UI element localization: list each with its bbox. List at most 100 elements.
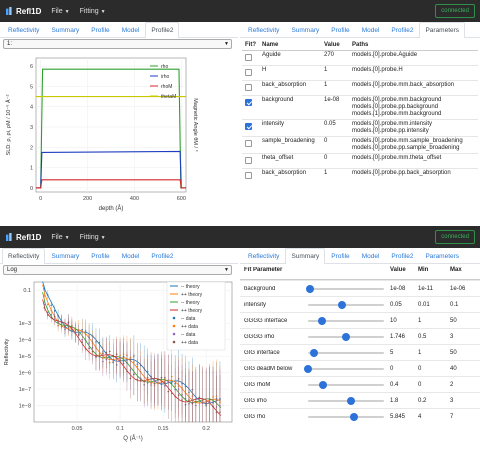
tab-profile2[interactable]: Profile2 — [151, 253, 174, 260]
slider-track[interactable] — [308, 319, 384, 322]
brand[interactable]: Refl1D — [6, 7, 41, 16]
y-tick-label: 5 — [30, 84, 33, 90]
slider-track[interactable] — [308, 399, 384, 402]
fit-checkbox[interactable] — [245, 172, 252, 179]
brand[interactable]: Refl1D — [6, 233, 41, 242]
parameter-slider[interactable] — [306, 284, 386, 294]
table-header-row: Fit? Name Value Paths — [242, 40, 478, 51]
slider-thumb[interactable] — [317, 316, 326, 325]
param-value: 0 — [321, 136, 349, 154]
fit-checkbox[interactable] — [245, 157, 252, 164]
fitting-menu[interactable]: Fitting ▼ — [80, 8, 106, 15]
tab-model[interactable]: Model — [361, 253, 380, 260]
param-name: intensity — [259, 119, 321, 137]
tab-summary[interactable]: Summary — [51, 253, 80, 260]
slider-thumb[interactable] — [304, 364, 312, 373]
col-fit: Fit? — [242, 40, 259, 51]
tab-profile[interactable]: Profile — [91, 27, 110, 34]
param-value: 1 — [321, 80, 349, 96]
tab-model[interactable]: Model — [121, 253, 140, 260]
slider-thumb[interactable] — [350, 412, 359, 421]
tab-reflectivity[interactable]: Reflectivity — [248, 27, 280, 34]
tab-profile[interactable]: Profile — [331, 27, 350, 34]
fit-checkbox[interactable] — [245, 54, 252, 61]
tab-profile2[interactable]: Profile2 — [391, 253, 414, 260]
slider-track[interactable] — [308, 351, 384, 354]
slider-thumb[interactable] — [310, 348, 319, 357]
slider-thumb[interactable] — [342, 332, 350, 341]
fit-cell — [242, 50, 259, 66]
parameter-slider[interactable] — [306, 332, 386, 342]
summary-row: GIG interface 5 1 50 — [240, 344, 480, 360]
slider-thumb[interactable] — [347, 396, 356, 405]
scale-select[interactable]: Log ▼ — [3, 265, 232, 275]
data-point — [177, 394, 180, 397]
parameter-min: 0 — [418, 381, 422, 388]
tab-summary[interactable]: Summary — [285, 248, 326, 264]
data-point — [153, 377, 156, 380]
slider-thumb[interactable] — [306, 284, 315, 293]
param-name: Aguide — [259, 50, 321, 66]
fit-checkbox[interactable] — [245, 140, 252, 147]
y-tick-label: 1e−7 — [19, 387, 31, 393]
tab-summary[interactable]: Summary — [291, 27, 320, 34]
slider-thumb[interactable] — [338, 300, 347, 309]
legend-label: ++ data — [181, 340, 198, 346]
table-row: sample_broadening 0 models.[0].probe.mm.sa… — [242, 136, 478, 154]
parameter-slider[interactable] — [306, 396, 386, 406]
slider-track[interactable] — [308, 287, 384, 290]
fit-checkbox[interactable] — [245, 69, 252, 76]
top-right-panel: Reflectivity Summary Profile Model Profi… — [240, 22, 480, 224]
slider-track[interactable] — [308, 383, 384, 386]
parameter-slider[interactable] — [306, 380, 386, 390]
param-path: models.[0].probe.pp.sample_broadening — [352, 145, 460, 151]
legend-label: -- theory — [181, 284, 200, 290]
slider-track[interactable] — [308, 367, 384, 370]
parameter-slider[interactable] — [304, 364, 386, 374]
tab-reflectivity[interactable]: Reflectivity — [2, 248, 46, 264]
x-tick-label: 400 — [130, 196, 139, 202]
series-line-rhoM — [36, 179, 186, 189]
tab-model[interactable]: Model — [361, 27, 380, 34]
tab-parameters[interactable]: Parameters — [419, 22, 466, 38]
y-tick-label: 1 — [30, 166, 33, 172]
fit-checkbox[interactable] — [245, 99, 252, 106]
param-path: models.[0].probe.H — [352, 67, 403, 73]
data-point — [95, 355, 97, 358]
slider-thumb[interactable] — [319, 380, 328, 389]
scale-select-value: Log — [7, 267, 18, 273]
model-select[interactable]: 1: ▼ — [3, 39, 232, 49]
slider-track[interactable] — [308, 415, 384, 418]
fit-cell — [242, 80, 259, 96]
parameter-slider[interactable] — [306, 316, 386, 326]
data-point — [198, 397, 201, 399]
tab-parameters[interactable]: Parameters — [425, 253, 460, 260]
brand-name: Refl1D — [16, 232, 42, 242]
tab-profile2[interactable]: Profile2 — [391, 27, 414, 34]
tab-reflectivity[interactable]: Reflectivity — [248, 253, 280, 260]
tab-reflectivity[interactable]: Reflectivity — [8, 27, 40, 34]
parameter-slider[interactable] — [306, 348, 386, 358]
tab-model[interactable]: Model — [121, 27, 140, 34]
file-menu[interactable]: File ▼ — [51, 8, 69, 15]
parameter-slider[interactable] — [306, 300, 386, 310]
fit-checkbox[interactable] — [245, 84, 252, 91]
summary-row: GIG rhoM 0.4 0 2 — [240, 376, 480, 392]
parameter-min: 4 — [418, 413, 422, 420]
parameter-slider[interactable] — [306, 412, 386, 422]
tab-profile2[interactable]: Profile2 — [145, 22, 180, 38]
fit-checkbox[interactable] — [245, 123, 252, 130]
parameter-min: 1 — [418, 317, 422, 324]
tab-profile[interactable]: Profile — [91, 253, 110, 260]
param-name: sample_broadening — [259, 136, 321, 154]
legend-label: -- data — [181, 332, 196, 338]
bottom-left-tabs: Reflectivity Summary Profile Model Profi… — [0, 248, 238, 264]
data-point — [60, 321, 63, 324]
tab-summary[interactable]: Summary — [51, 27, 80, 34]
fitting-menu[interactable]: Fitting ▼ — [80, 234, 106, 241]
param-path: models.[0].probe.mm.sample_broadening — [352, 138, 463, 144]
x-tick-label: 0 — [39, 196, 42, 202]
file-menu[interactable]: File ▼ — [51, 234, 69, 241]
tab-profile[interactable]: Profile — [331, 253, 350, 260]
y-tick-label: 1e−3 — [19, 321, 31, 327]
